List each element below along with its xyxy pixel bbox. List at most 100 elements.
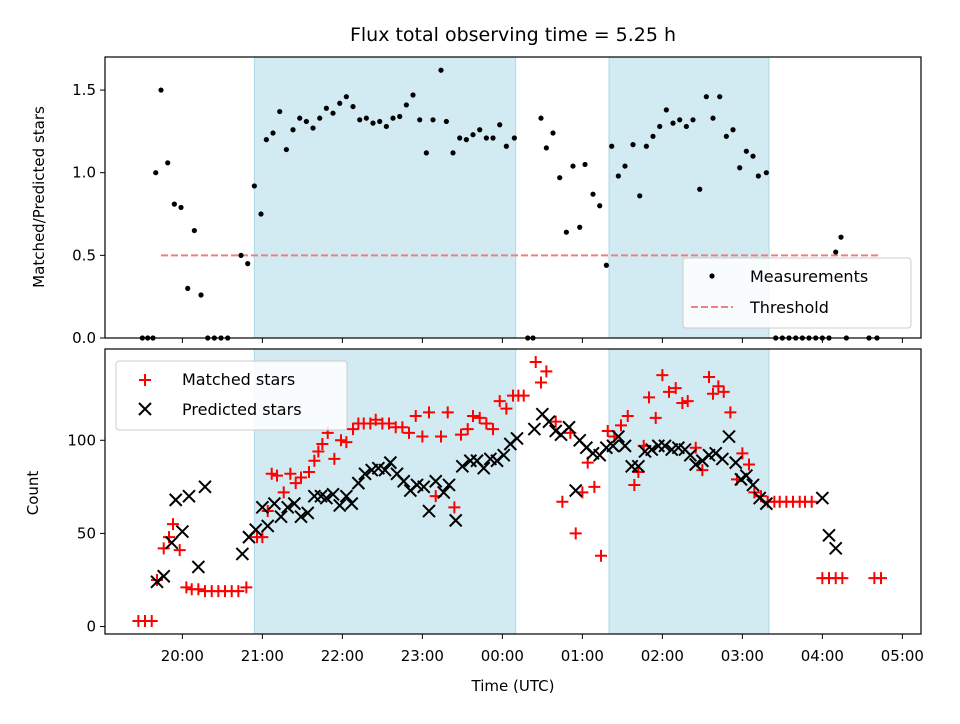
predicted-star-point [449,513,463,528]
matched-star-point [271,469,283,482]
matched-star-point [173,544,186,557]
measurement-point [710,115,716,121]
measurement-point [597,203,603,209]
matched-star-point [467,410,479,423]
legend-measurement-marker [709,273,715,279]
measurement-point [258,211,264,217]
measurement-point [750,153,756,159]
matched-star-point [240,581,253,594]
measurement-point [697,186,703,192]
measurement-point [838,234,844,240]
predicted-star-point [378,463,392,477]
measurement-point [743,148,749,154]
matched-star-point [836,572,849,585]
predicted-star-point [822,528,836,542]
measurement-point [323,105,329,111]
predicted-star-point [397,474,411,488]
predicted-star-point [165,536,179,550]
predicted-star-point [333,498,347,513]
measurement-point [457,135,463,141]
matched-star-point [403,426,415,439]
measurement-point [417,117,423,123]
predicted-star-point [606,439,620,453]
predicted-star-point [477,461,491,475]
measurement-point [670,120,676,126]
predicted-star-point [422,504,436,518]
matched-star-point [232,585,245,598]
matched-star-point [289,477,302,490]
measurement-point [238,252,244,258]
top-legend-box [682,257,912,329]
measurement-point [470,132,476,138]
predicted-star-point [326,487,340,502]
predicted-star-point [527,422,542,436]
predicted-star-point [249,522,263,537]
measurement-point [185,285,191,292]
predicted-star-point [294,509,308,524]
measurement-point [363,115,369,121]
measurement-point [263,137,269,143]
matched-star-point [540,365,553,378]
matched-star-point [423,406,435,419]
matched-star-point [277,486,290,499]
bottom-panel: 0 50 100 20:00 21:00 22:00 23:00 00:00 01:00 02:0… [24,348,924,695]
predicted-star-point [274,509,288,524]
matched-star-point [805,495,818,508]
measurement-point [833,249,839,255]
top-ytick-label: 0.5 [72,246,96,264]
xtick-label: 00:00 [481,647,524,665]
measurement-point [723,133,729,139]
top-ylabel: Matched/Predicted stars [30,106,48,288]
measurement-point [637,193,643,199]
measurement-point [277,108,283,115]
measurement-point [198,292,204,298]
measurement-point [683,123,689,130]
predicted-star-point [739,468,754,483]
predicted-star-point [429,474,443,488]
measurement-point [430,117,436,123]
measurement-point [310,125,316,131]
matched-star-point [632,465,645,478]
top-plot-frame [104,56,922,339]
matched-star-point [676,397,689,410]
matched-star-point [295,471,307,484]
predicted-star-point [815,491,830,505]
top-panel: 0.0 0.5 1.0 1.5 Matched/Predicted stars Mea… [30,56,922,347]
matched-star-point [335,434,347,447]
bottom-ytick-label: 0 [86,618,96,636]
predicted-star-point [191,560,206,574]
top-legend: Measurements Threshold [682,257,912,329]
predicted-star-point [562,420,576,434]
observing-span-2 [608,348,770,635]
bottom-ylabel: Count [24,471,42,516]
matched-star-point [595,549,607,562]
legend-predicted-label: Predicted stars [182,400,302,419]
xtick-label: 03:00 [721,647,764,665]
measurement-point [283,146,289,153]
matched-star-point [724,406,737,419]
matched-star-point [284,467,297,480]
matched-star-point [656,369,669,382]
xtick-label: 23:00 [401,647,444,665]
predicted-star-point [746,478,760,492]
predicted-star-point [759,496,774,511]
xtick-label: 21:00 [241,647,284,665]
measurement-point [755,173,761,179]
measurement-point [730,127,736,133]
predicted-star-point [319,491,334,505]
measurement-point [165,160,171,166]
matched-star-point [261,505,274,518]
measurement-point [477,127,483,133]
matched-star-point [480,417,493,430]
measurement-point [763,170,769,176]
predicted-star-point [175,524,190,539]
matched-star-point [535,376,547,389]
predicted-star-point [339,489,354,503]
xtick-label: 20:00 [161,647,204,665]
predicted-star-point [631,459,646,474]
xtick-label: 01:00 [561,647,604,665]
measurement-point [251,183,257,189]
matched-star-point [416,430,429,443]
matched-star-point [707,387,719,400]
